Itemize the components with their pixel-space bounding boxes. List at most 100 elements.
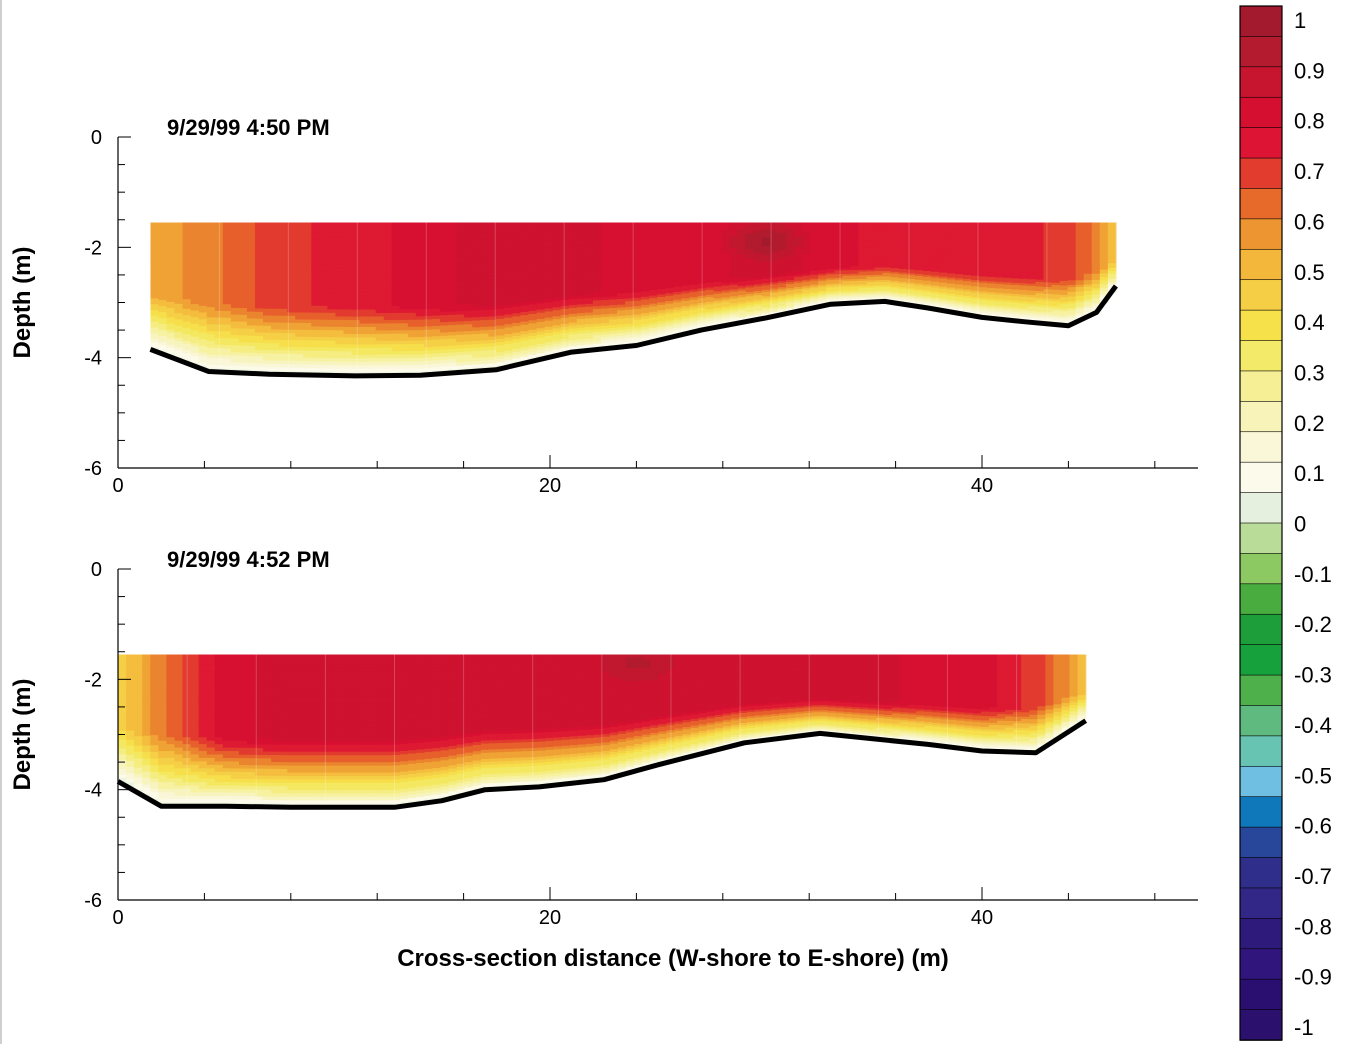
contour-cell [946,246,956,250]
contour-cell [271,239,280,244]
contour-cell [761,302,771,306]
contour-cell [383,257,393,262]
contour-cell [802,269,811,273]
contour-cell [279,326,288,331]
contour-cell [705,265,715,269]
contour-cell [609,288,618,292]
contour-cell [222,280,232,285]
contour-cell [777,230,787,234]
contour-cell [174,294,184,299]
contour-cell [327,257,337,262]
contour-cell [327,236,337,241]
contour-cell [697,320,707,324]
contour-cell [753,251,763,254]
contour-cell [1019,245,1029,248]
contour-cell [689,297,699,301]
contour-cell [866,280,876,283]
contour-cell [456,321,465,326]
contour-cell [810,267,819,270]
contour-cell [761,244,771,247]
contour-cell [238,246,248,251]
contour-cell [681,313,691,317]
contour-cell [222,256,232,261]
contour-cell [375,344,385,349]
contour-cell [697,310,707,314]
contour-cell [721,266,731,270]
contour-cell [464,361,473,366]
contour-cell [592,291,602,296]
contour-cell [713,239,723,243]
contour-cell [705,232,715,236]
contour-cell [536,337,546,342]
contour-cell [906,250,916,254]
contour-cell [657,238,666,242]
contour-cell [1043,300,1053,304]
contour-cell [456,294,465,299]
contour-cell [576,310,586,314]
contour-cell [496,295,506,300]
contour-cell [246,239,256,244]
contour-cell [1051,317,1061,321]
contour-cell [263,339,272,344]
contour-cell [906,228,916,231]
contour-cell [230,304,240,309]
contour-cell [946,228,956,232]
contour-cell [383,250,393,255]
contour-cell [592,260,602,264]
contour-cell [343,368,353,373]
contour-cell [769,286,779,290]
contour-cell [1043,250,1053,254]
contour-cell [391,285,401,290]
contour-cell [263,243,272,248]
contour-cell [641,313,650,317]
contour-cell [665,293,674,297]
contour-cell [198,292,208,297]
contour-cell [689,257,699,261]
contour-cell [480,306,489,311]
contour-cell [810,288,819,291]
contour-cell [295,232,304,237]
contour-cell [391,302,401,307]
contour-cell [713,258,723,262]
contour-cell [874,276,884,279]
contour-cell [158,264,168,268]
contour-cell [979,233,988,237]
contour-cell [440,322,449,327]
contour-cell [279,364,288,369]
contour-cell [995,284,1004,287]
contour-cell [858,242,868,245]
contour-cell [568,251,578,256]
contour-cell [794,284,803,288]
contour-cell [592,306,602,310]
contour-cell [560,276,570,280]
contour-cell [729,294,739,297]
contour-cell [737,304,747,308]
contour-cell [665,269,674,273]
contour-cell [971,241,980,245]
contour-cell [866,267,876,271]
contour-cell [906,256,916,259]
contour-cell [995,266,1004,270]
contour-cell [697,222,707,226]
contour-cell [898,229,908,233]
contour-cell [512,316,522,321]
contour-cell [882,242,892,245]
contour-cell [689,249,699,253]
contour-cell [464,348,473,353]
contour-cell [729,268,739,272]
contour-cell [1003,242,1012,246]
contour-cell [568,287,578,291]
contour-cell [335,330,345,335]
contour-cell [649,319,658,324]
contour-cell [1011,226,1020,230]
contour-cell [407,309,417,314]
contour-cell [1043,298,1053,302]
contour-cell [600,268,610,272]
contour-cell [842,231,852,235]
contour-cell [665,298,674,302]
contour-cell [343,260,353,265]
contour-cell [697,229,707,233]
contour-cell [705,292,715,296]
contour-cell [528,329,538,334]
contour-cell [625,236,634,240]
